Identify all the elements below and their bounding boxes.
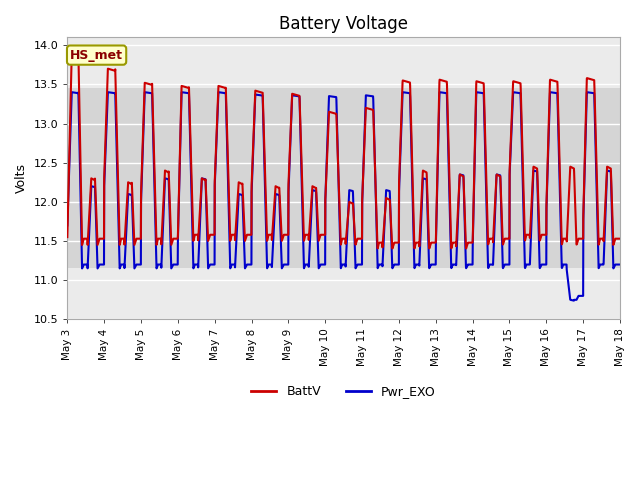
Pwr_EXO (605, 168, 613, 174)
BattV (388, 246, 396, 252)
Bar (67, 88, 620, 268)
Pwr_EXO (570, 298, 578, 303)
Legend: BattV, Pwr_EXO: BattV, Pwr_EXO (246, 380, 441, 403)
Pwr_EXO (159, 215, 167, 221)
BattV (546, 78, 554, 84)
BattV (300, 222, 307, 228)
Pwr_EXO (68, 89, 76, 95)
Pwr_EXO (616, 262, 624, 267)
BattV (616, 236, 624, 241)
Pwr_EXO (127, 192, 134, 198)
Pwr_EXO (63, 223, 71, 228)
BattV (127, 180, 134, 186)
Pwr_EXO (300, 247, 307, 253)
Line: Pwr_EXO: Pwr_EXO (67, 92, 620, 300)
BattV (276, 189, 284, 194)
Text: HS_met: HS_met (70, 48, 123, 61)
Line: BattV: BattV (67, 53, 620, 249)
Title: Battery Voltage: Battery Voltage (279, 15, 408, 33)
Pwr_EXO (546, 96, 554, 102)
Y-axis label: Volts: Volts (15, 163, 28, 193)
BattV (159, 201, 167, 206)
BattV (605, 165, 613, 171)
Pwr_EXO (276, 199, 284, 204)
BattV (63, 234, 71, 240)
BattV (68, 50, 76, 56)
